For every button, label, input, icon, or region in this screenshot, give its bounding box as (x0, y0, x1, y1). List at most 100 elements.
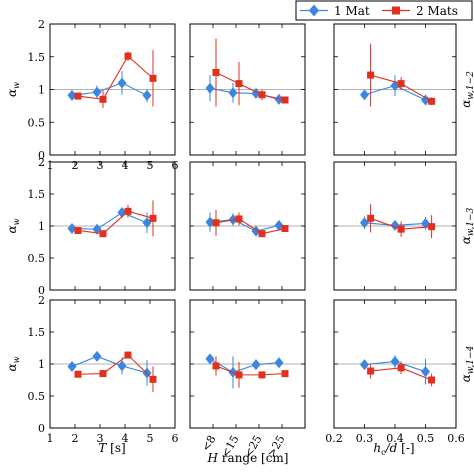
marker-1-mat (92, 86, 102, 98)
x-tick-label: 0.3 (356, 432, 374, 445)
marker-2-mats (212, 68, 220, 76)
marker-1-mat (205, 216, 215, 228)
marker-1-mat (67, 361, 77, 373)
marker-1-mat (390, 355, 400, 367)
y-tick-label: 0 (38, 422, 45, 435)
marker-2-mats (281, 96, 289, 104)
legend: 1 Mat 2 Mats (295, 0, 473, 21)
marker-2-mats (74, 370, 82, 378)
y-tick-label: 1.5 (28, 188, 46, 201)
y-tick-label: 0.5 (28, 252, 46, 265)
marker-1-mat (251, 359, 261, 371)
x-axis-label: T [s] (98, 441, 125, 455)
y-tick-label: 0.5 (28, 390, 46, 403)
marker-1-mat (142, 217, 152, 229)
x-tick-label: 0.5 (417, 432, 435, 445)
marker-1-mat (360, 359, 369, 371)
y-tick-label: 2 (38, 294, 45, 307)
marker-2-mats (281, 370, 289, 378)
series-line (215, 365, 286, 376)
x-tick-label: 6 (172, 432, 179, 445)
marker-2-mats (212, 219, 220, 227)
marker-1-mat (274, 219, 284, 231)
panel-r2-c0: 0 0.5 1 1.5 2 1 2 3 4 5 6 (28, 294, 179, 445)
y-tick-label: 0 (38, 284, 45, 297)
series-line (71, 211, 148, 230)
x-tick-label: 4 (122, 432, 129, 445)
panel-r1-c0: 0 0.5 1 1.5 2 (28, 156, 176, 297)
marker-2-mats (149, 74, 157, 82)
legend-diamond-icon (309, 4, 319, 17)
panel-frame (49, 23, 176, 156)
marker-2-mats (367, 214, 375, 222)
y-tick-label: 2 (38, 18, 45, 31)
marker-2-mats (212, 362, 220, 370)
x-axis-label: H range [cm] (207, 451, 289, 465)
y-tick-label: 1 (38, 220, 45, 233)
marker-1-mat (67, 223, 77, 235)
x-tick-label: 1 (47, 432, 54, 445)
marker-1-mat (228, 87, 238, 99)
marker-1-mat (274, 93, 284, 105)
marker-1-mat (205, 82, 215, 94)
panel-r0-c1 (189, 23, 306, 156)
marker-2-mats (74, 226, 82, 234)
marker-2-mats (367, 367, 375, 375)
series-line (209, 358, 280, 373)
marker-1-mat (421, 366, 430, 378)
y-axis-label: αw (5, 218, 21, 233)
marker-2-mats (149, 375, 157, 383)
y-tick-label: 1.5 (28, 51, 46, 64)
marker-1-mat (421, 217, 430, 229)
y-tick-label: 0 (38, 149, 45, 162)
x-tick-label: 5 (147, 432, 154, 445)
marker-1-mat (117, 360, 127, 372)
y-tick-label: 0.5 (28, 116, 46, 129)
series-line (77, 55, 154, 100)
x-tick-label: 0.4 (386, 432, 404, 445)
panel-r0-c2 (333, 23, 457, 156)
marker-2-mats (397, 364, 405, 372)
marker-2-mats (367, 71, 375, 79)
x-tick-label: 3 (97, 432, 104, 445)
series-line (71, 355, 148, 374)
panel-r1-c2 (333, 161, 457, 291)
panel-frame (333, 23, 457, 156)
marker-2-mats (99, 370, 107, 378)
y-tick-label: 1.5 (28, 326, 46, 339)
marker-2-mats (397, 225, 405, 233)
row-label: αw,1−2 (459, 71, 474, 108)
marker-2-mats (281, 225, 289, 233)
marker-2-mats (124, 52, 132, 60)
marker-1-mat (117, 77, 127, 89)
series-line (215, 218, 286, 235)
y-tick-label: 1 (38, 358, 45, 371)
marker-2-mats (124, 207, 132, 215)
x-axis-label: hc/d [-] (373, 441, 414, 457)
marker-1-mat (67, 89, 77, 101)
marker-2-mats (99, 230, 107, 238)
marker-1-mat (274, 357, 284, 369)
series-line (77, 210, 154, 235)
marker-2-mats (235, 371, 243, 379)
row-label: αw,1−4 (459, 345, 474, 382)
marker-1-mat (205, 353, 215, 365)
panel-frame (333, 299, 457, 429)
legend-label: 1 Mat (334, 4, 370, 18)
y-axis-label: αw (5, 356, 21, 371)
row-label: αw,1−3 (459, 207, 474, 244)
marker-2-mats (258, 230, 266, 238)
marker-2-mats (235, 80, 243, 88)
marker-2-mats (99, 95, 107, 103)
marker-1-mat (142, 89, 152, 101)
marker-1-mat (360, 217, 369, 229)
marker-2-mats (74, 92, 82, 100)
marker-2-mats (149, 214, 157, 222)
x-tick-label: 2 (72, 432, 79, 445)
panel-frame (333, 161, 457, 291)
marker-1-mat (92, 350, 102, 362)
marker-1-mat (421, 94, 430, 106)
x-tick-label: 0.6 (447, 432, 465, 445)
